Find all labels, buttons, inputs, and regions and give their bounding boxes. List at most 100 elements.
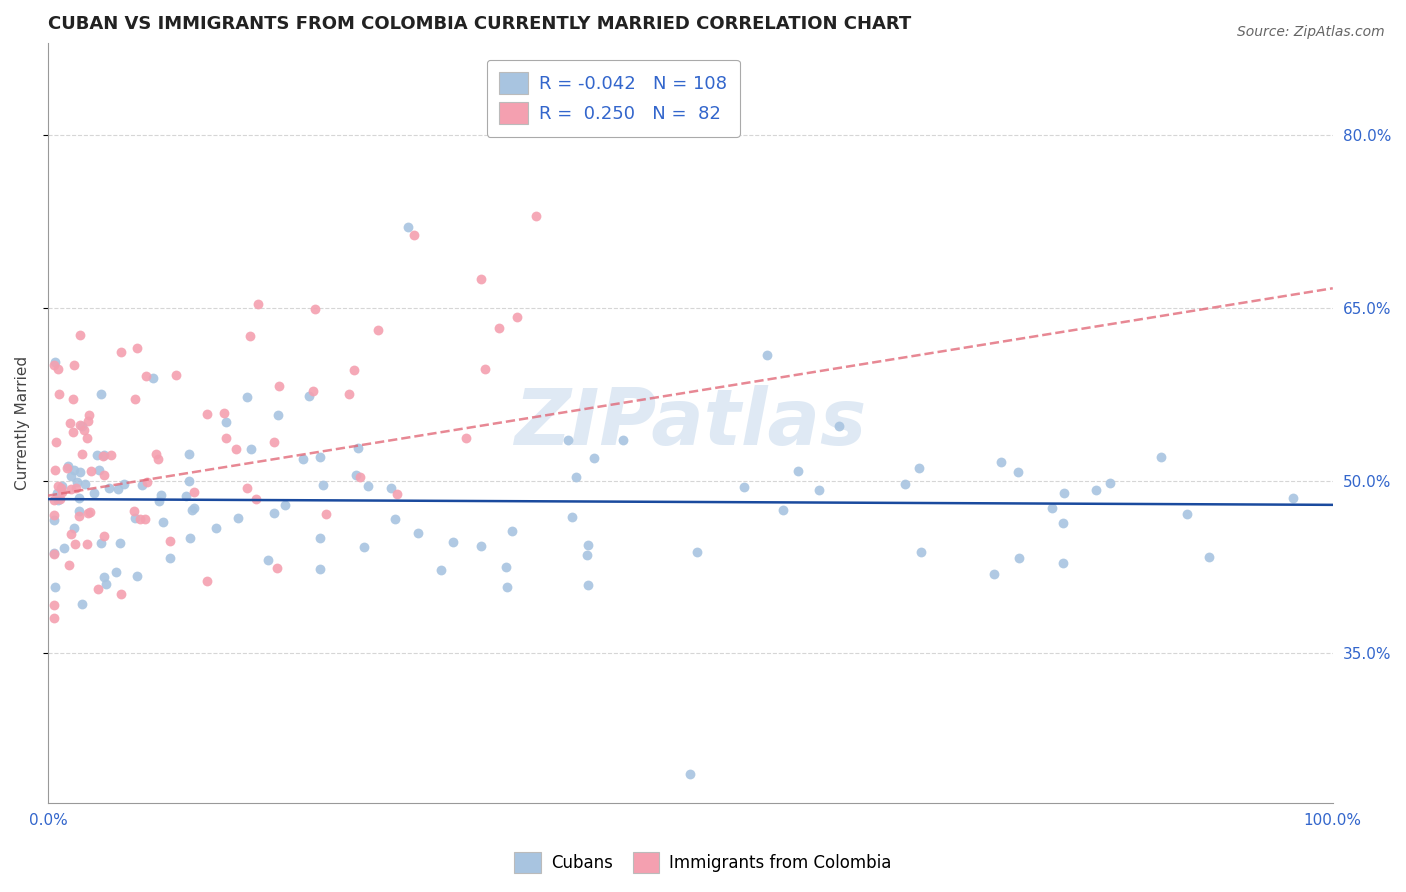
Point — [45, 434, 67, 449]
Point — [62, 392, 84, 406]
Point — [267, 378, 290, 392]
Point — [135, 369, 157, 384]
Point — [181, 503, 204, 517]
Point — [263, 434, 285, 449]
Point — [110, 345, 132, 359]
Point — [302, 384, 325, 399]
Point — [70, 419, 93, 434]
Point — [240, 442, 263, 457]
Point — [44, 508, 66, 523]
Point — [176, 489, 198, 503]
Point — [204, 520, 226, 534]
Point — [910, 545, 932, 559]
Point — [73, 423, 96, 437]
Point — [72, 598, 94, 612]
Point — [58, 558, 80, 572]
Point — [51, 485, 73, 500]
Point — [561, 510, 583, 524]
Point — [679, 767, 702, 781]
Point — [495, 580, 517, 594]
Point — [52, 541, 75, 556]
Point — [44, 513, 66, 527]
Point — [894, 477, 917, 491]
Point — [772, 503, 794, 517]
Point — [142, 371, 165, 385]
Point — [46, 485, 69, 500]
Point — [380, 481, 402, 495]
Point — [134, 511, 156, 525]
Point — [79, 408, 101, 422]
Point — [565, 470, 588, 484]
Point — [430, 563, 453, 577]
Point — [983, 566, 1005, 581]
Point — [1053, 485, 1076, 500]
Point — [93, 570, 115, 584]
Point — [501, 524, 523, 538]
Point — [990, 455, 1012, 469]
Point — [79, 505, 101, 519]
Point — [66, 475, 89, 489]
Point — [344, 467, 367, 482]
Point — [357, 479, 380, 493]
Point — [1007, 465, 1029, 479]
Point — [263, 506, 285, 520]
Point — [576, 577, 599, 591]
Point — [349, 470, 371, 484]
Legend: R = -0.042   N = 108, R =  0.250   N =  82: R = -0.042 N = 108, R = 0.250 N = 82 — [486, 60, 740, 137]
Point — [67, 504, 90, 518]
Point — [107, 482, 129, 496]
Point — [72, 447, 94, 461]
Point — [177, 475, 200, 489]
Point — [125, 341, 148, 355]
Point — [44, 611, 66, 625]
Point — [63, 359, 86, 373]
Point — [152, 516, 174, 530]
Point — [226, 511, 249, 525]
Point — [215, 431, 238, 445]
Text: CUBAN VS IMMIGRANTS FROM COLOMBIA CURRENTLY MARRIED CORRELATION CHART: CUBAN VS IMMIGRANTS FROM COLOMBIA CURREN… — [48, 15, 911, 33]
Point — [1008, 550, 1031, 565]
Point — [685, 545, 707, 559]
Point — [524, 209, 547, 223]
Point — [62, 425, 84, 439]
Point — [1150, 450, 1173, 464]
Point — [165, 368, 187, 382]
Point — [136, 475, 159, 489]
Point — [1052, 556, 1074, 570]
Point — [404, 227, 426, 242]
Point — [79, 464, 101, 478]
Point — [67, 491, 90, 505]
Point — [274, 498, 297, 512]
Point — [51, 478, 73, 492]
Point — [77, 414, 100, 428]
Point — [56, 461, 79, 475]
Point — [44, 359, 66, 373]
Point — [63, 463, 86, 477]
Point — [183, 501, 205, 516]
Point — [239, 329, 262, 343]
Point — [46, 362, 69, 376]
Point — [159, 551, 181, 566]
Point — [76, 431, 98, 445]
Point — [787, 464, 810, 478]
Point — [612, 433, 634, 447]
Point — [454, 431, 477, 445]
Point — [505, 310, 527, 324]
Point — [63, 537, 86, 551]
Point — [1085, 483, 1108, 497]
Point — [266, 561, 288, 575]
Point — [44, 355, 66, 369]
Point — [49, 482, 72, 496]
Point — [69, 327, 91, 342]
Point — [48, 492, 70, 507]
Point — [1052, 516, 1074, 531]
Point — [582, 451, 605, 466]
Point — [470, 271, 492, 285]
Point — [87, 462, 110, 476]
Point — [86, 448, 108, 462]
Point — [347, 441, 370, 455]
Point — [94, 577, 117, 591]
Point — [488, 321, 510, 335]
Point — [179, 531, 201, 545]
Point — [69, 418, 91, 433]
